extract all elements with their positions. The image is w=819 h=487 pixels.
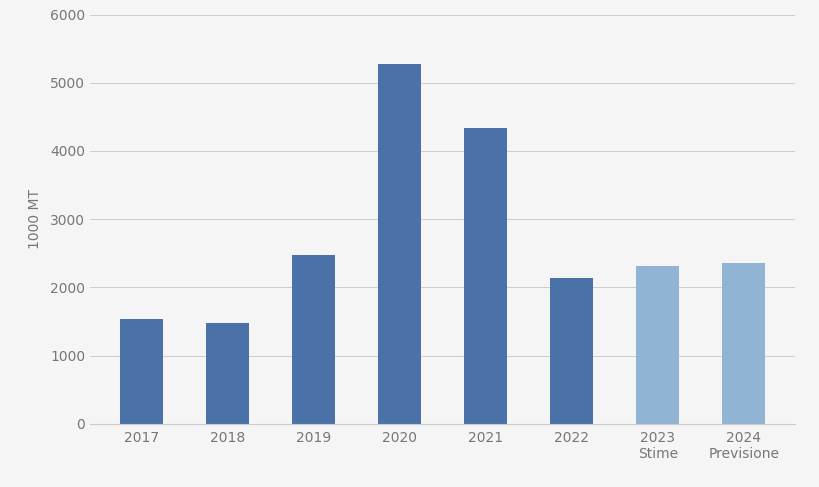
Bar (722, 263, 764, 424)
Bar (636, 266, 678, 424)
Bar (206, 323, 249, 424)
Bar (120, 319, 163, 424)
Bar (292, 255, 335, 424)
Bar (378, 64, 421, 424)
Bar (464, 128, 507, 424)
Y-axis label: 1000 MT: 1000 MT (28, 189, 42, 249)
Bar (550, 279, 593, 424)
